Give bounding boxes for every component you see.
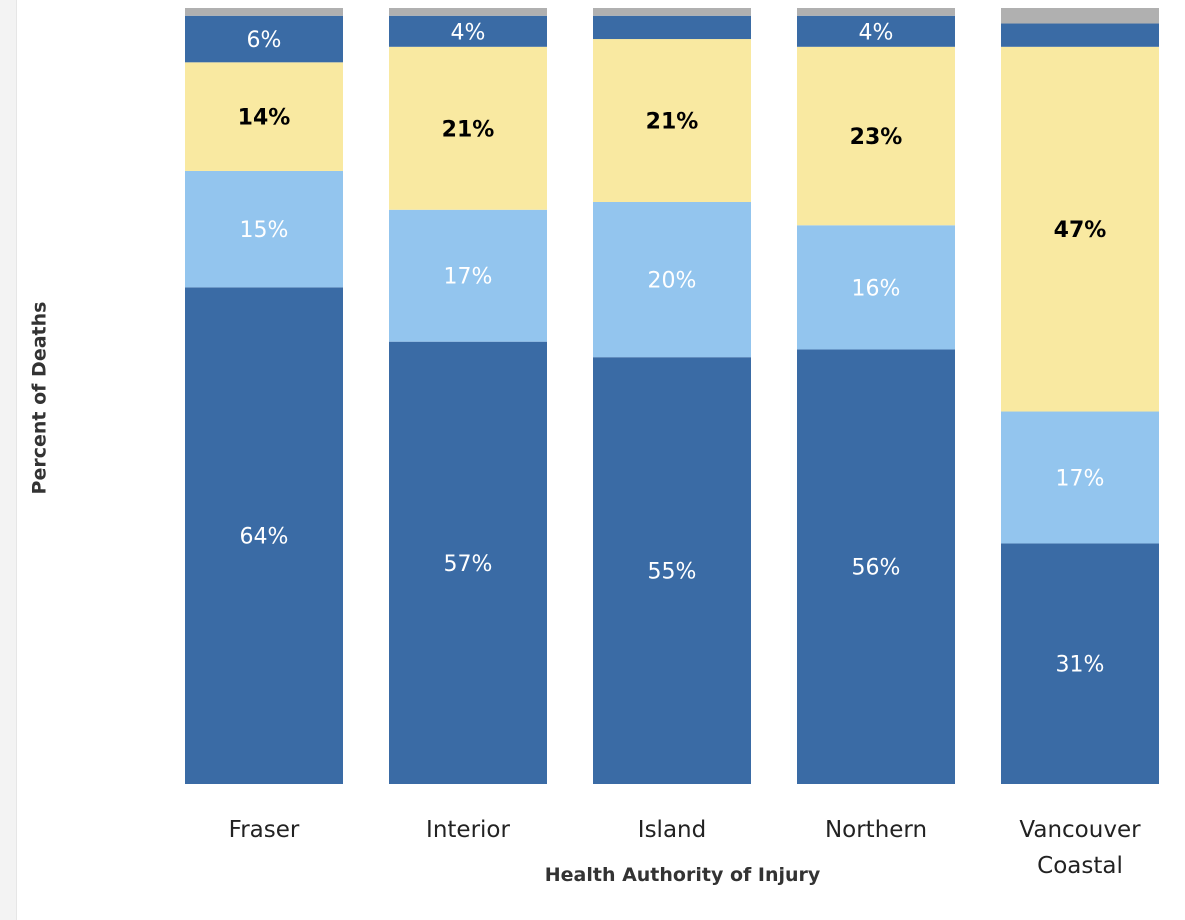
bar-segment [797,46,955,226]
data-label: 20% [648,269,697,294]
data-label: 55% [648,560,697,585]
x-tick-label: Interior [426,817,510,843]
bar-segment [389,15,547,47]
data-label: 14% [238,106,291,131]
bar-segment [797,8,955,16]
data-label: 64% [240,525,289,550]
bar-segment [185,170,343,288]
bar-segment [389,341,547,784]
x-axis-title: Health Authority of Injury [544,864,821,886]
bar-segment [1001,543,1159,784]
bar-segment [1001,411,1159,544]
bar-segment [1001,8,1159,24]
data-label: 17% [1056,466,1105,491]
bar-segment [797,225,955,350]
data-label: 56% [852,556,901,581]
data-label: 23% [850,125,903,150]
data-label: 31% [1056,653,1105,678]
data-label: 21% [442,117,495,142]
bar-segment [797,349,955,784]
bar-segment [389,8,547,16]
bar-segment [593,39,751,202]
data-label: 4% [859,20,894,45]
bar-segment [593,357,751,784]
bar-segment [389,46,547,210]
bar-segment [593,8,751,16]
data-label: 17% [444,265,493,290]
bar-segment [185,62,343,171]
x-tick-label: Vancouver Coastal [1019,817,1141,879]
data-label: 47% [1054,218,1107,243]
x-tick-label: Fraser [228,817,300,843]
side-panel [0,0,17,920]
y-axis-title: Percent of Deaths [29,302,51,495]
bar-segment [797,15,955,47]
bar-segment [593,15,751,40]
data-label: 16% [852,276,901,301]
data-label: 57% [444,552,493,577]
bar-segment [593,202,751,358]
bar-segment [185,287,343,784]
bar-segment [1001,46,1159,412]
x-tick-label: Northern [824,817,928,843]
bar-segment [389,209,547,342]
data-label: 4% [451,20,486,45]
bar-segment [185,8,343,16]
data-label: 21% [646,110,699,135]
data-label: 15% [240,218,289,243]
x-tick-label: Island [637,817,707,843]
bar-segment [185,15,343,63]
bar-segment [1001,23,1159,47]
data-label: 6% [247,28,282,53]
